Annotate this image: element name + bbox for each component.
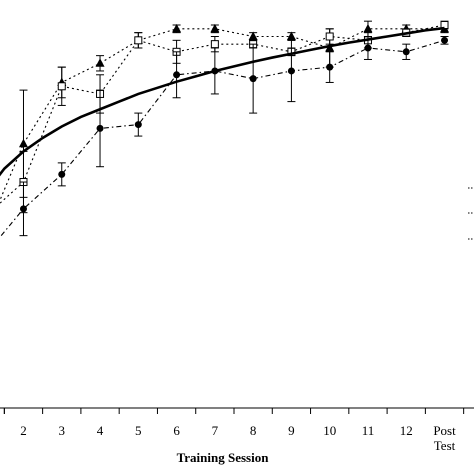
x-tick-label-line: Post: [433, 423, 456, 438]
data-point: [325, 32, 334, 41]
x-tick-label-line: 12: [400, 423, 413, 438]
x-tick-label-line: 10: [323, 423, 336, 438]
data-point: [363, 23, 373, 33]
x-axis-title: Training Session: [177, 450, 270, 465]
data-point: [134, 121, 142, 129]
data-point: [19, 205, 27, 213]
x-tick-label-line: 7: [212, 423, 219, 438]
legend-stubs: [468, 187, 474, 240]
data-point: [210, 23, 220, 33]
data-point: [210, 40, 219, 49]
series-0: [0, 20, 450, 202]
x-tick-label: 6: [173, 423, 180, 438]
data-point: [173, 71, 181, 79]
data-point: [249, 75, 257, 83]
x-tick-label: 7: [212, 423, 219, 438]
series-2: [0, 35, 449, 238]
series-3: [0, 26, 445, 177]
x-tick-label: 11: [362, 423, 375, 438]
x-tick-label-line: 2: [20, 423, 27, 438]
x-tick-label-line: 6: [173, 423, 180, 438]
data-point: [364, 44, 372, 52]
data-point: [134, 36, 143, 45]
x-tick-label: 4: [97, 423, 104, 438]
data-point: [95, 58, 105, 67]
x-tick-label: 3: [59, 423, 66, 438]
x-tick-label-line: 8: [250, 423, 257, 438]
x-tick-label: 9: [288, 423, 295, 438]
x-tick-label-line: 11: [362, 423, 375, 438]
data-point: [326, 63, 334, 71]
x-tick-label: 2: [20, 423, 27, 438]
x-tick-label-line: 4: [97, 423, 104, 438]
x-axis: 2 3 4 5 6 7 8 9 10 11 12 Post Test: [0, 407, 474, 453]
plot-area: [0, 20, 450, 238]
x-tick-label: 12: [400, 423, 413, 438]
data-point: [248, 31, 258, 40]
x-tick-label: 5: [135, 423, 142, 438]
series-1: [0, 20, 449, 214]
x-tick-label-line: 9: [288, 423, 295, 438]
series-line: [0, 39, 445, 238]
x-tick-label-line: 3: [59, 423, 66, 438]
series-line: [0, 24, 445, 204]
x-tick-label: 10: [323, 423, 336, 438]
data-point: [441, 36, 449, 44]
data-point: [57, 82, 66, 91]
data-point: [286, 31, 296, 40]
series-line: [0, 26, 445, 177]
x-tick-label-line: Test: [434, 438, 456, 453]
x-tick-label: Post Test: [433, 423, 456, 453]
x-tick-label: 8: [250, 423, 257, 438]
series-line: [0, 28, 445, 202]
data-point: [402, 48, 410, 56]
data-point: [172, 23, 182, 33]
x-tick-label-line: 5: [135, 423, 142, 438]
data-point: [58, 170, 66, 178]
data-point: [96, 124, 104, 132]
data-point: [287, 67, 295, 75]
data-point: [18, 138, 28, 148]
